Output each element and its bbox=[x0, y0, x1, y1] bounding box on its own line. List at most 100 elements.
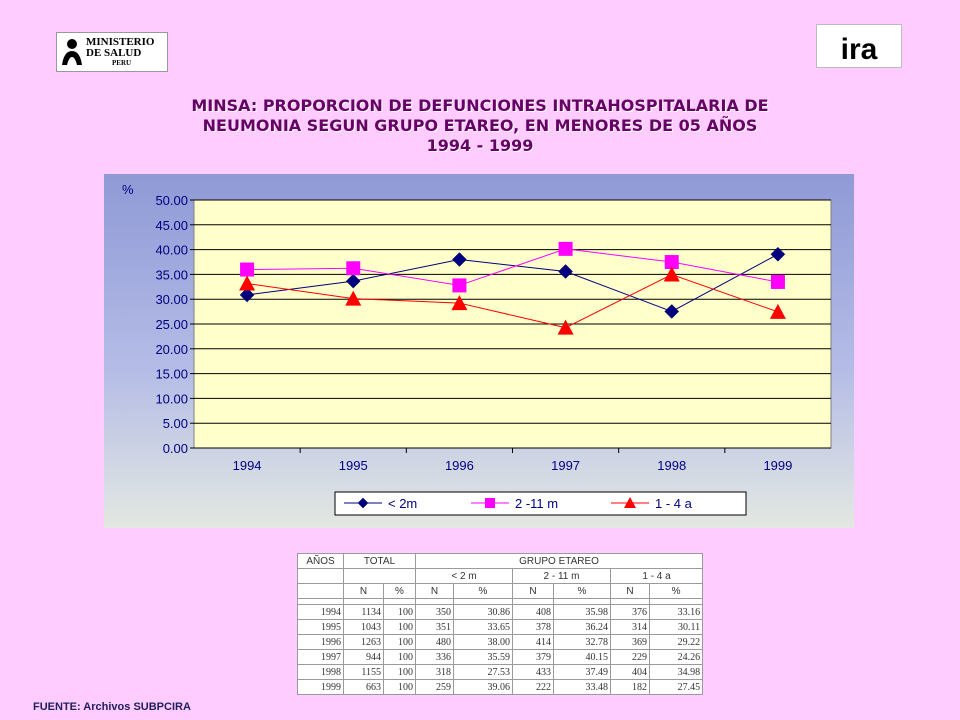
table-cell: 33.48 bbox=[553, 679, 611, 695]
table-cell: 40.15 bbox=[553, 649, 611, 665]
table-cell: 100 bbox=[383, 634, 416, 650]
table-cell: 404 bbox=[610, 664, 650, 680]
subgroup-header: 2 - 11 m bbox=[512, 568, 611, 584]
table-cell: 229 bbox=[610, 649, 650, 665]
data-table: AÑOS TOTAL GRUPO ETAREO < 2 m 2 - 11 m 1… bbox=[297, 553, 704, 695]
legend: < 2m 2 -11 m 1 - 4 a bbox=[334, 491, 747, 516]
n-header: N bbox=[343, 583, 384, 599]
table-cell: 663 bbox=[343, 679, 384, 695]
y-tick-label: 30.00 bbox=[155, 292, 188, 307]
table-cell: 433 bbox=[512, 664, 554, 680]
table-cell: 35.98 bbox=[553, 604, 611, 620]
line-chart: 0.00 5.00 10.00 15.00 20.00 25.00 30.00 35.00 40… bbox=[122, 182, 832, 516]
x-tick-label: 1996 bbox=[445, 458, 474, 473]
ira-logo-text: ira bbox=[840, 33, 878, 66]
data-point bbox=[557, 319, 574, 335]
subgroup-header: < 2 m bbox=[415, 568, 513, 584]
table-cell: 378 bbox=[512, 619, 554, 635]
table-cell: 30.11 bbox=[648, 619, 704, 635]
data-point bbox=[770, 246, 786, 262]
y-tick-label: 15.00 bbox=[155, 367, 188, 382]
person-emblem-icon bbox=[62, 39, 82, 65]
page-title: MINSA: PROPORCION DE DEFUNCIONES INTRAHO… bbox=[60, 96, 900, 156]
table-cell: 37.49 bbox=[553, 664, 611, 680]
table-cell: 100 bbox=[383, 649, 416, 665]
data-point bbox=[451, 295, 468, 311]
table-year-cell: 1998 bbox=[297, 664, 344, 680]
pct-header: % bbox=[383, 583, 416, 599]
legend-label: 1 - 4 a bbox=[655, 496, 693, 511]
table-row: 1999 663 100 259 39.06 222 33.48 182 27.45 bbox=[297, 679, 704, 695]
data-point bbox=[239, 275, 256, 291]
table-row: 1996 1263 100 480 38.00 414 32.78 369 29.22 bbox=[297, 634, 704, 650]
table-cell: 351 bbox=[415, 619, 454, 635]
table-unit-row: N % N % N % N % bbox=[297, 583, 704, 599]
y-tick-label: 45.00 bbox=[155, 218, 188, 233]
pct-header: % bbox=[453, 583, 513, 599]
table-cell: 414 bbox=[512, 634, 554, 650]
legend-marker bbox=[485, 498, 495, 508]
table-cell: 318 bbox=[415, 664, 454, 680]
x-tick-label: 1995 bbox=[339, 458, 368, 473]
data-point bbox=[558, 241, 573, 256]
pct-header: % bbox=[648, 583, 704, 599]
table-cell: 376 bbox=[610, 604, 650, 620]
table-cell: 27.53 bbox=[453, 664, 513, 680]
ministerio-de-salud-logo: MINISTERIO DE SALUD PERU bbox=[56, 32, 168, 72]
table-cell: 34.98 bbox=[648, 664, 704, 680]
series-line bbox=[247, 253, 779, 312]
table-cell: 100 bbox=[383, 679, 416, 695]
title-line-3: 1994 - 1999 bbox=[426, 136, 534, 155]
table-cell: 408 bbox=[512, 604, 554, 620]
y-tick-label: 35.00 bbox=[155, 267, 188, 282]
table-cell: 1263 bbox=[343, 634, 384, 650]
series-square bbox=[240, 241, 785, 293]
logo-line-2: DE SALUD bbox=[86, 47, 142, 59]
group-header: GRUPO ETAREO bbox=[414, 553, 704, 569]
table-cell: 36.24 bbox=[553, 619, 611, 635]
pct-header: % bbox=[553, 583, 611, 599]
series-line bbox=[247, 273, 779, 329]
ira-logo: ira bbox=[816, 24, 902, 68]
table-cell: 35.59 bbox=[453, 649, 513, 665]
y-tick-label: 40.00 bbox=[155, 243, 188, 258]
table-cell: 100 bbox=[383, 664, 416, 680]
y-tick-label: 0.00 bbox=[163, 441, 188, 456]
table-cell: 350 bbox=[415, 604, 454, 620]
legend-marker bbox=[624, 497, 636, 508]
subgroup-header: 1 - 4 a bbox=[609, 568, 704, 584]
table-year-cell: 1994 bbox=[297, 604, 344, 620]
y-tick-label: 20.00 bbox=[155, 342, 188, 357]
source-note: FUENTE: Archivos SUBPCIRA bbox=[33, 701, 191, 713]
table-year-cell: 1999 bbox=[297, 679, 344, 695]
data-point bbox=[770, 274, 785, 289]
table-year-cell: 1996 bbox=[297, 634, 344, 650]
y-axis-label: % bbox=[122, 182, 134, 197]
y-tick-label: 25.00 bbox=[155, 317, 188, 332]
title-line-1: MINSA: PROPORCION DE DEFUNCIONES INTRAHO… bbox=[191, 96, 769, 115]
n-header: N bbox=[415, 583, 454, 599]
table-cell: 29.22 bbox=[648, 634, 704, 650]
table-year-cell: 1997 bbox=[297, 649, 344, 665]
table-cell: 33.16 bbox=[648, 604, 704, 620]
total-header: TOTAL bbox=[343, 553, 416, 569]
table-cell: 259 bbox=[415, 679, 454, 695]
table-cell: 38.00 bbox=[453, 634, 513, 650]
table-cell: 369 bbox=[610, 634, 650, 650]
table-cell: 1134 bbox=[343, 604, 384, 620]
table-cell: 336 bbox=[415, 649, 454, 665]
logo-line-3: PERU bbox=[112, 59, 132, 67]
data-point bbox=[240, 262, 255, 277]
data-point bbox=[769, 303, 786, 319]
table-header-row: AÑOS TOTAL GRUPO ETAREO bbox=[297, 553, 704, 569]
legend-marker bbox=[357, 497, 369, 509]
data-point bbox=[345, 273, 361, 289]
table-body: 1994 1134 100 350 30.86 408 35.98 376 33.16 1995 1… bbox=[297, 604, 704, 695]
data-point bbox=[558, 264, 573, 279]
series-line bbox=[247, 248, 779, 286]
series-triangle bbox=[239, 266, 786, 335]
data-point bbox=[452, 252, 467, 267]
table-cell: 33.65 bbox=[453, 619, 513, 635]
data-point bbox=[346, 261, 361, 276]
chart-panel: 0.00 5.00 10.00 15.00 20.00 25.00 30.00 35.00 40… bbox=[104, 174, 854, 528]
